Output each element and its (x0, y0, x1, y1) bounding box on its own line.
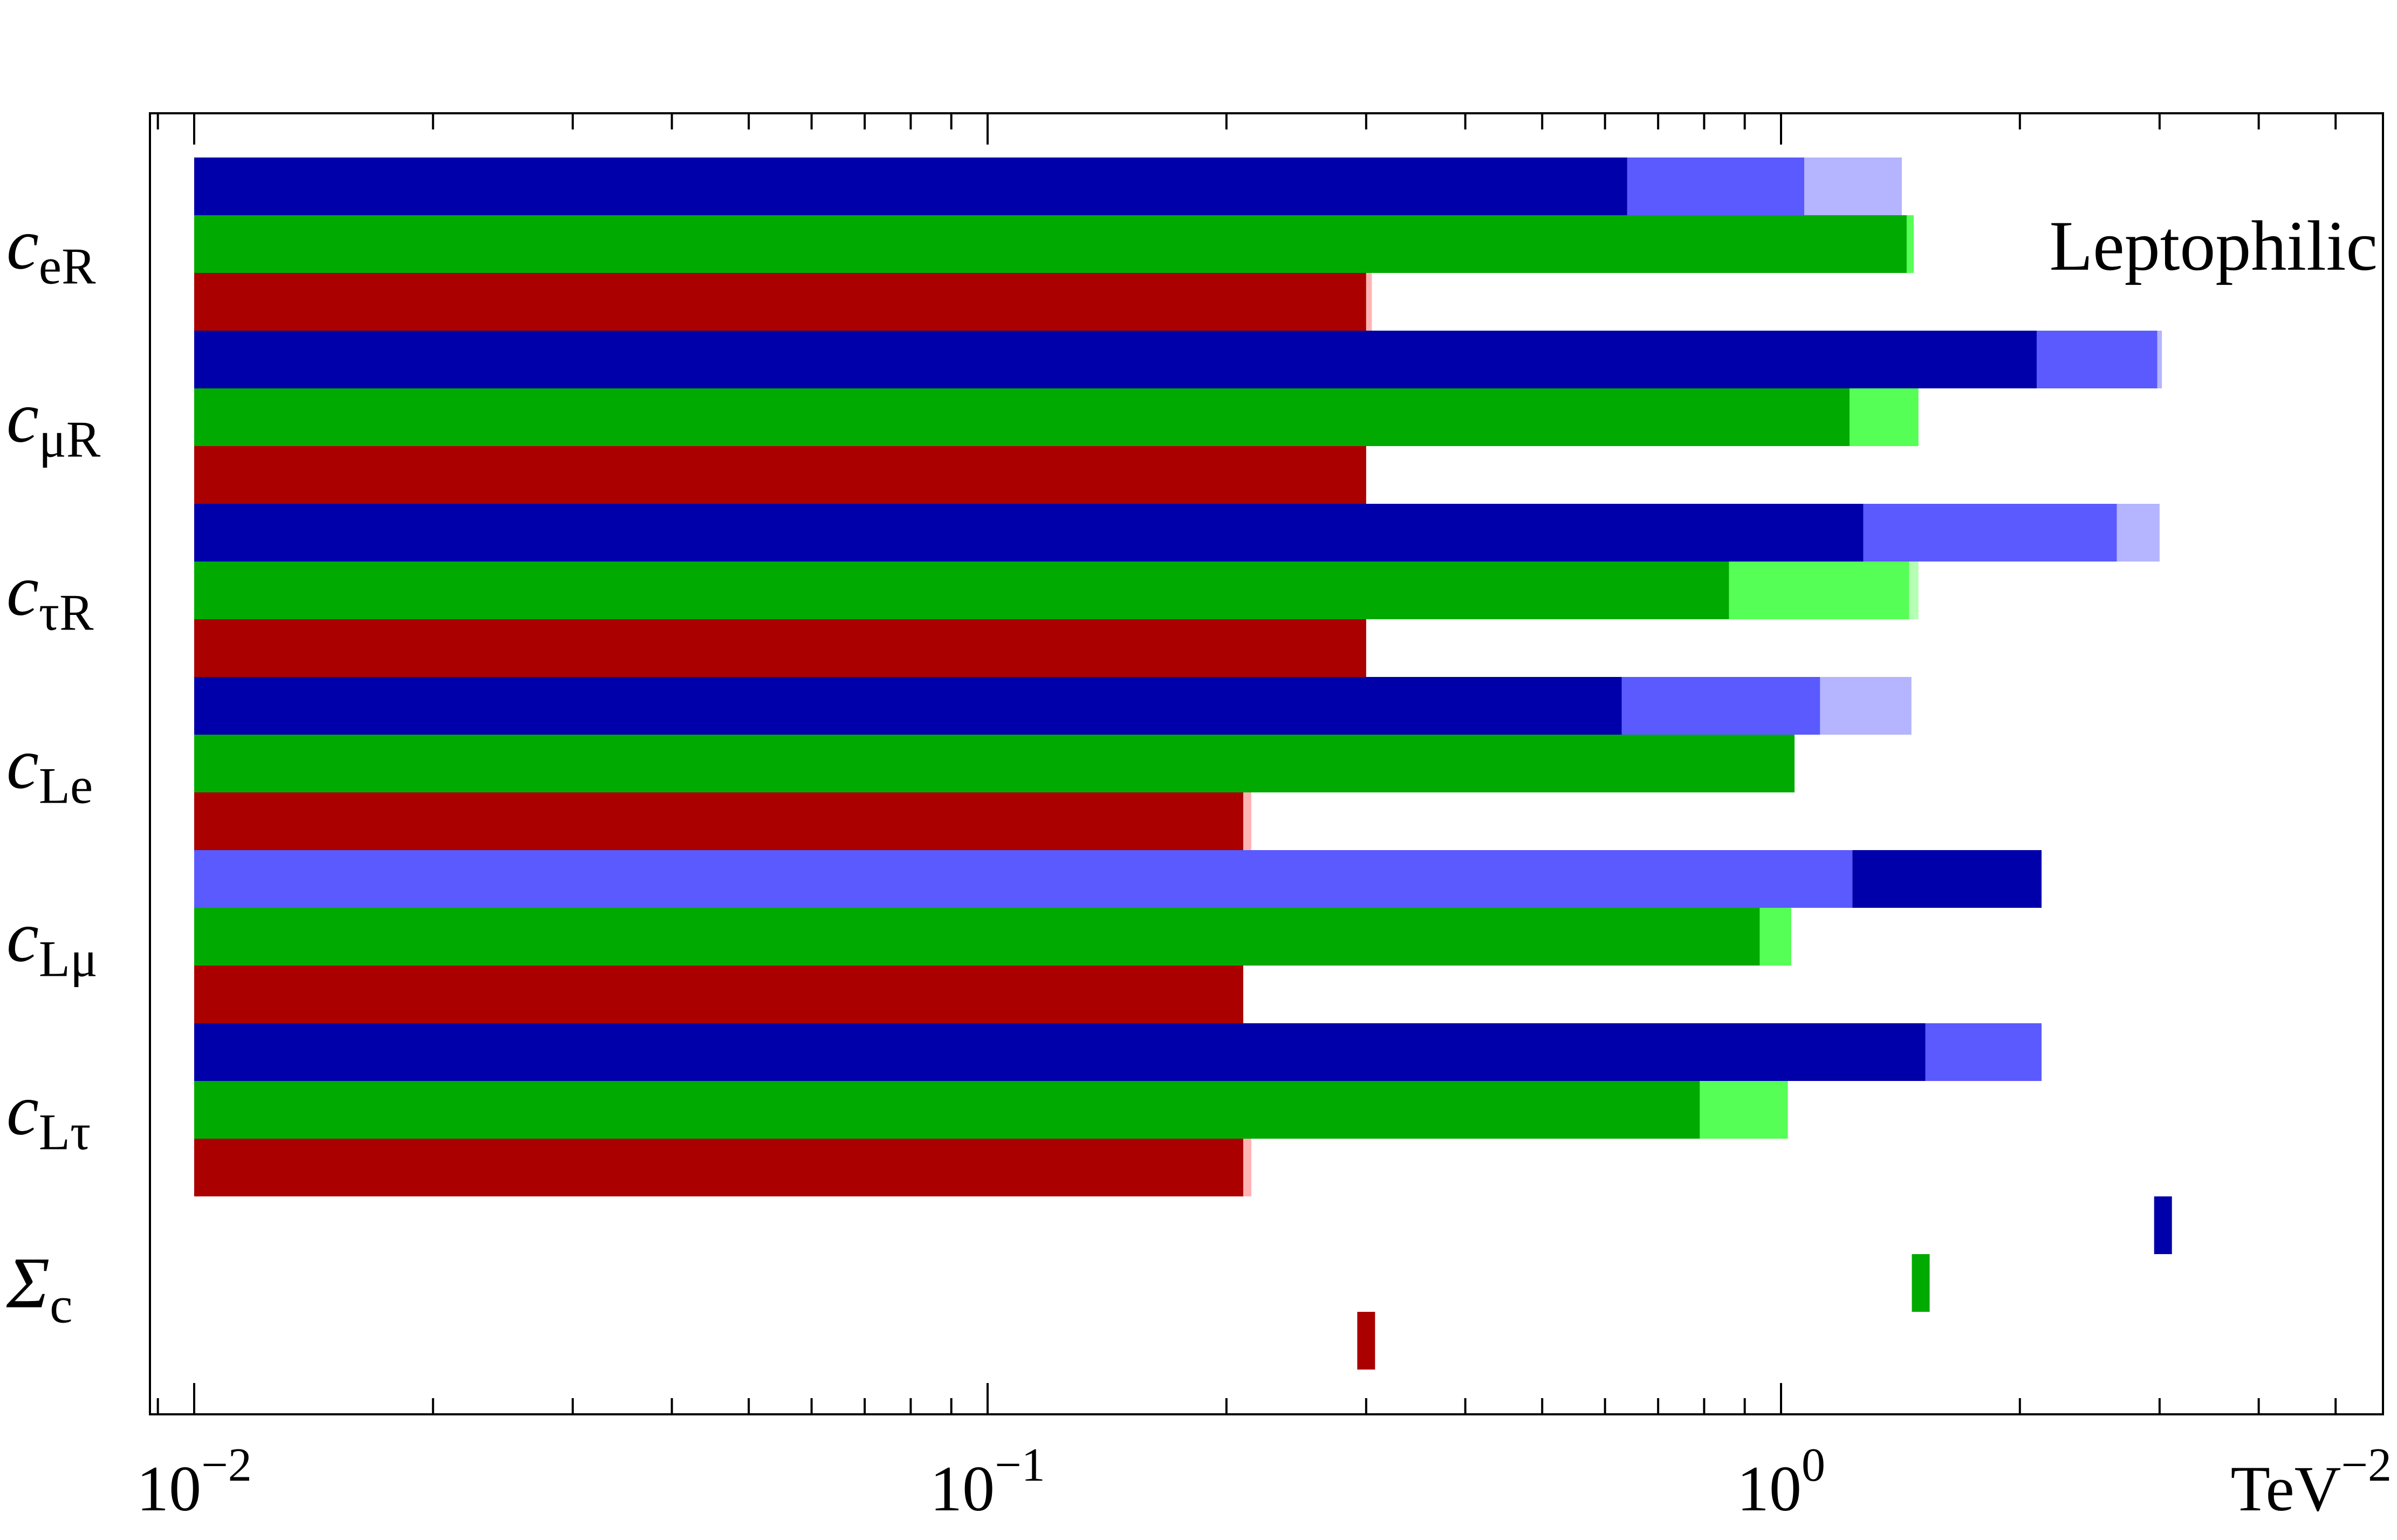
row-label-Lμ: cLμ (6, 897, 98, 988)
bar-eR-green-seg0 (194, 215, 1907, 273)
row-label-eR: ceR (6, 204, 96, 295)
bar-Le-red-seg1 (1243, 792, 1252, 850)
bar-τR-blue-seg1 (1863, 504, 2117, 562)
bar-Le-blue-seg0 (194, 677, 1622, 735)
bar-eR-blue-seg2 (1804, 158, 1902, 215)
sum-marker-green (1912, 1254, 1930, 1312)
row-label-μR: cμR (6, 378, 101, 468)
bar-Lμ-red-seg0 (194, 966, 1243, 1023)
tick-label-0: 100 (1737, 1439, 1825, 1524)
bar-μR-blue-seg2 (2157, 331, 2162, 388)
row-label-sum: Σc (6, 1243, 72, 1334)
bar-Lτ-green-seg1 (1700, 1081, 1788, 1139)
bar-eR-red-seg1 (1366, 273, 1372, 331)
bar-μR-green-seg0 (194, 388, 1850, 446)
bar-τR-red-seg0 (194, 619, 1366, 677)
bar-eR-red-seg0 (194, 273, 1366, 331)
bar-Le-blue-seg2 (1820, 677, 1912, 735)
bar-Lμ-green-seg0 (194, 908, 1760, 966)
bar-Lτ-blue-seg1 (1925, 1023, 2042, 1081)
tick-label-−2: 10−2 (136, 1439, 252, 1524)
bar-Lμ-blue-seg0 (194, 850, 1853, 908)
bar-τR-blue-seg2 (2117, 504, 2160, 562)
bar-Lτ-blue-seg0 (194, 1023, 1926, 1081)
plot-frame (149, 112, 2384, 1415)
bar-Lτ-red-seg1 (1243, 1139, 1252, 1196)
bar-Le-blue-seg1 (1621, 677, 1820, 735)
bar-τR-green-seg0 (194, 562, 1729, 619)
sum-marker-red (1357, 1312, 1375, 1370)
bar-eR-blue-seg0 (194, 158, 1627, 215)
bar-τR-blue-seg0 (194, 504, 1864, 562)
row-label-τR: cτR (6, 551, 94, 641)
bar-μR-red-seg0 (194, 446, 1366, 504)
row-label-Le: cLe (6, 724, 93, 815)
bar-Le-red-seg0 (194, 792, 1243, 850)
labels-layer: ceR cμR cτR cLe cLμ cLτ Σc 10−2 10−1 100 TeV−2 (6, 204, 2392, 1525)
bar-eR-blue-seg1 (1627, 158, 1805, 215)
sum-marker-blue (2154, 1196, 2172, 1254)
bars-layer (194, 158, 2162, 1196)
bar-τR-green-seg1 (1729, 562, 1909, 619)
ticks-layer (156, 113, 2337, 1414)
bar-Le-green-seg0 (194, 735, 1795, 792)
bar-Lμ-blue-seg1 (1852, 850, 2042, 908)
bar-τR-green-seg2 (1909, 562, 1919, 619)
bar-Lμ-green-seg1 (1759, 908, 1791, 966)
bar-Lτ-green-seg0 (194, 1081, 1700, 1139)
sum-markers-layer (1357, 1196, 2172, 1370)
annotation-leptophilic: Leptophilic (2049, 206, 2378, 285)
row-label-Lτ: cLτ (6, 1070, 91, 1161)
bar-eR-green-seg1 (1906, 215, 1914, 273)
bar-μR-blue-seg1 (2036, 331, 2158, 388)
bar-Lτ-red-seg0 (194, 1139, 1243, 1196)
tick-label-−1: 10−1 (930, 1439, 1045, 1524)
x-axis-unit: TeV−2 (2231, 1439, 2392, 1524)
bar-μR-green-seg1 (1850, 388, 1919, 446)
bar-μR-blue-seg0 (194, 331, 2037, 388)
